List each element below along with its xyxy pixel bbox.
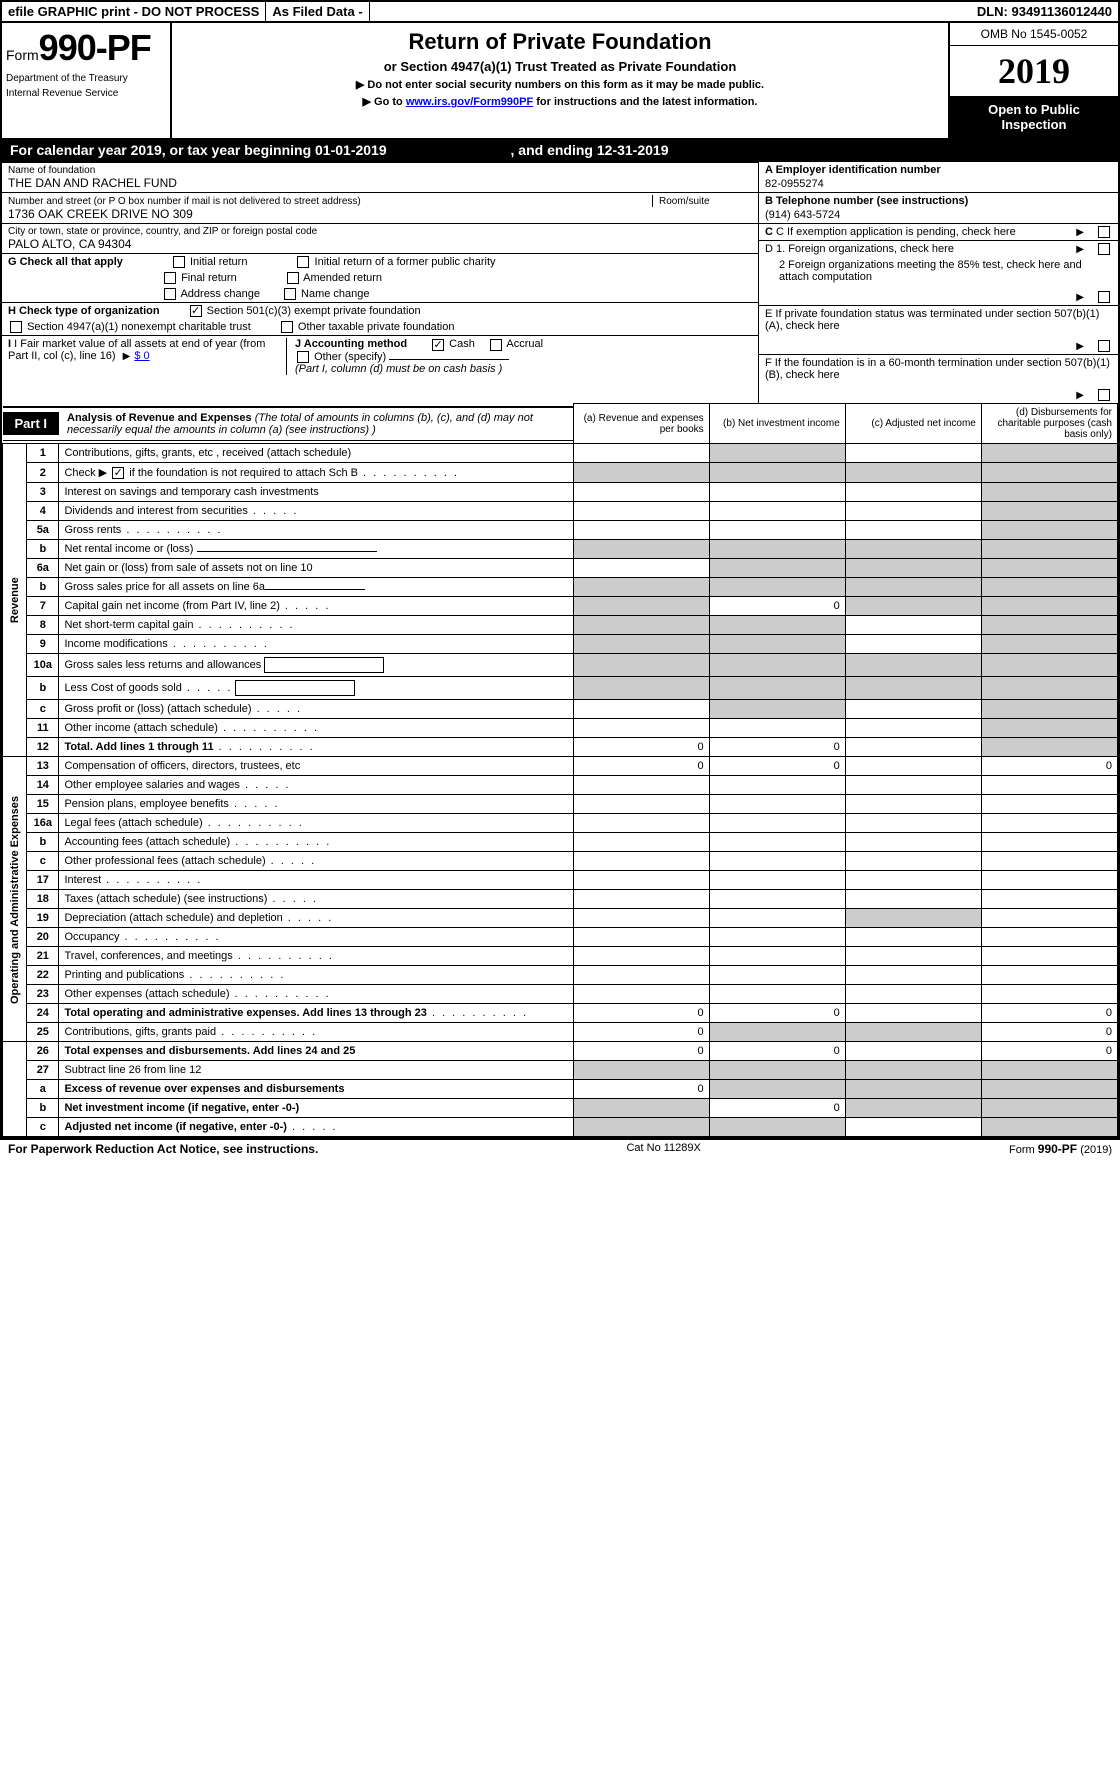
initial-return-checkbox[interactable] [173, 256, 185, 268]
open-to-public: Open to Public Inspection [950, 96, 1118, 138]
phone-label: B Telephone number (see instructions) [765, 195, 968, 207]
opexp-section: Operating and Administrative Expenses [3, 757, 27, 1042]
ein-value: 82-0955274 [765, 178, 824, 190]
room-label: Room/suite [659, 196, 710, 207]
street-address: 1736 OAK CREEK DRIVE NO 309 [8, 207, 193, 221]
address-change-checkbox[interactable] [164, 288, 176, 300]
ssn-note: ▶ Do not enter social security numbers o… [178, 78, 942, 91]
form-title: Return of Private Foundation [178, 29, 942, 55]
exemption-pending-checkbox[interactable] [1098, 226, 1110, 238]
col-a-header: (a) Revenue and expenses per books [573, 404, 709, 444]
amended-return-checkbox[interactable] [287, 272, 299, 284]
goto-note: ▶ Go to www.irs.gov/Form990PF for instru… [178, 95, 942, 108]
dln: DLN: 93491136012440 [971, 2, 1118, 21]
foreign-org-checkbox[interactable] [1098, 243, 1110, 255]
col-b-header: (b) Net investment income [709, 404, 845, 444]
footer-cat: Cat No 11289X [626, 1142, 700, 1156]
tax-year: 2019 [950, 46, 1118, 96]
final-return-checkbox[interactable] [164, 272, 176, 284]
f-label: F If the foundation is in a 60-month ter… [765, 357, 1112, 381]
h-label: H Check type of organization [8, 305, 160, 317]
col-c-header: (c) Adjusted net income [845, 404, 981, 444]
form-number: 990-PF [39, 27, 151, 68]
form-subtitle: or Section 4947(a)(1) Trust Treated as P… [178, 59, 942, 74]
j-note: (Part I, column (d) must be on cash basi… [295, 363, 502, 375]
sch-b-checkbox[interactable] [112, 467, 124, 479]
form-id-block: Form990-PF Department of the Treasury In… [2, 23, 172, 138]
j-label: J Accounting method [295, 338, 407, 350]
footer-right: Form 990-PF (2019) [1009, 1142, 1112, 1156]
4947-checkbox[interactable] [10, 321, 22, 333]
dept-treasury: Department of the Treasury [6, 73, 166, 84]
initial-former-checkbox[interactable] [297, 256, 309, 268]
cash-checkbox[interactable] [432, 339, 444, 351]
part1-label: Part I [3, 412, 60, 435]
footer-left: For Paperwork Reduction Act Notice, see … [8, 1142, 318, 1156]
60month-checkbox[interactable] [1098, 389, 1110, 401]
form-prefix: Form [6, 47, 39, 63]
e-label: E If private foundation status was termi… [765, 308, 1112, 332]
as-filed: As Filed Data - [266, 2, 369, 21]
status-terminated-checkbox[interactable] [1098, 340, 1110, 352]
fmv-value[interactable]: $ 0 [134, 350, 149, 362]
foreign-85-checkbox[interactable] [1098, 291, 1110, 303]
other-taxable-checkbox[interactable] [281, 321, 293, 333]
dept-irs: Internal Revenue Service [6, 88, 166, 99]
accrual-checkbox[interactable] [490, 339, 502, 351]
city-label: City or town, state or province, country… [8, 226, 317, 237]
ein-label: A Employer identification number [765, 164, 941, 176]
name-change-checkbox[interactable] [284, 288, 296, 300]
addr-label: Number and street (or P O box number if … [8, 196, 361, 207]
501c3-checkbox[interactable] [190, 305, 202, 317]
other-method-checkbox[interactable] [297, 351, 309, 363]
city-state-zip: PALO ALTO, CA 94304 [8, 237, 131, 251]
c-label: C If exemption application is pending, c… [776, 226, 1016, 238]
irs-link[interactable]: www.irs.gov/Form990PF [406, 96, 533, 108]
g-label: G Check all that apply [8, 256, 123, 268]
foundation-name: THE DAN AND RACHEL FUND [8, 176, 177, 190]
calendar-year-row: For calendar year 2019, or tax year begi… [2, 138, 1118, 162]
name-label: Name of foundation [8, 165, 95, 176]
col-d-header: (d) Disbursements for charitable purpose… [981, 404, 1117, 444]
revenue-section: Revenue [3, 444, 27, 757]
omb-number: OMB No 1545-0052 [950, 23, 1118, 46]
top-bar: efile GRAPHIC print - DO NOT PROCESS As … [2, 2, 1118, 23]
d2-label: 2 Foreign organizations meeting the 85% … [779, 259, 1112, 283]
phone-value: (914) 643-5724 [765, 209, 840, 221]
efile-notice: efile GRAPHIC print - DO NOT PROCESS [2, 2, 266, 21]
d1-label: D 1. Foreign organizations, check here [765, 243, 954, 255]
